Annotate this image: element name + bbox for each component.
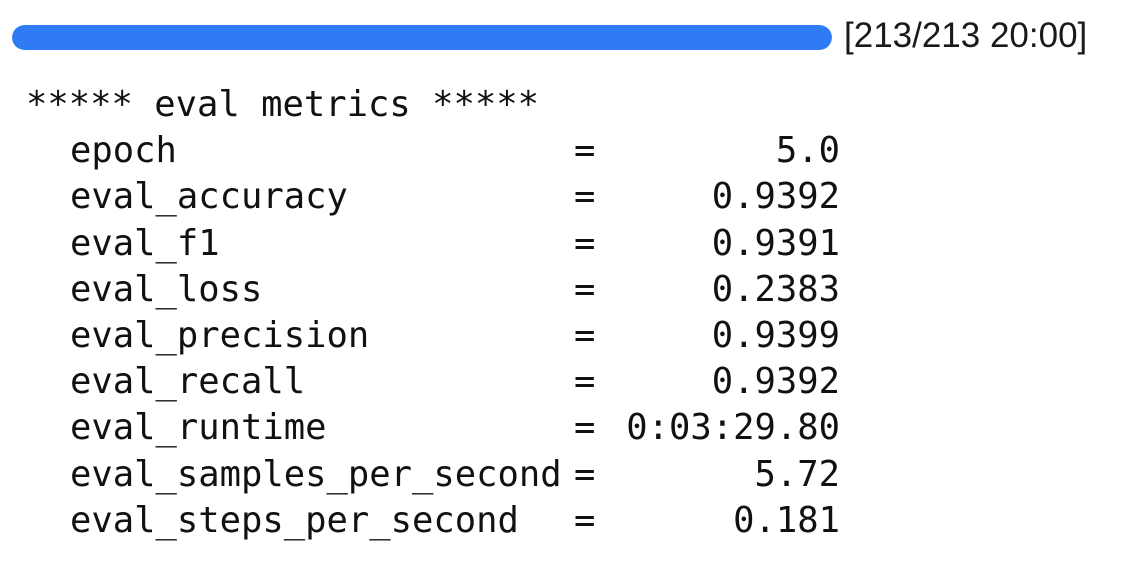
metric-row: eval_samples_per_second = 5.72 (26, 452, 840, 498)
metric-equals: = (574, 176, 596, 218)
metric-value: 0.9392 (711, 361, 840, 403)
metric-name: epoch (70, 130, 177, 172)
metric-row: eval_steps_per_second = 0.181 (26, 498, 840, 544)
metric-row: epoch = 5.0 (26, 128, 840, 174)
metric-value: 0.9399 (711, 315, 840, 357)
metric-name: eval_f1 (70, 222, 220, 264)
metric-row: eval_f1 = 0.9391 (26, 221, 840, 267)
metric-name: eval_samples_per_second (70, 453, 562, 495)
metric-value: 0.181 (733, 499, 840, 541)
metric-name: eval_loss (70, 268, 263, 310)
metric-value: 5.0 (775, 130, 840, 172)
metric-value: 0.9391 (711, 222, 840, 264)
metric-value: 5.72 (754, 453, 841, 495)
metric-row: eval_precision = 0.9399 (26, 313, 840, 359)
progress-bar (12, 25, 832, 50)
metric-row: eval_recall = 0.9392 (26, 359, 840, 405)
progress-status-text: [213/213 20:00] (844, 16, 1088, 55)
metric-equals: = (574, 222, 596, 264)
metric-equals: = (574, 361, 596, 403)
metric-value: 0.9392 (711, 176, 840, 218)
metrics-header: ***** eval metrics ***** (26, 84, 539, 125)
metric-equals: = (574, 499, 596, 541)
metric-equals: = (574, 315, 596, 357)
metric-value: 0:03:29.80 (626, 407, 840, 449)
progress-bar-fill (12, 25, 832, 50)
metric-name: eval_precision (70, 315, 370, 357)
metric-equals: = (574, 453, 596, 495)
metric-equals: = (574, 407, 596, 449)
metric-equals: = (574, 130, 596, 172)
eval-metrics-output: ***** eval metrics ***** epoch = 5.0 eva… (26, 82, 840, 544)
metric-row: eval_runtime = 0:03:29.80 (26, 405, 840, 451)
metric-row: eval_accuracy = 0.9392 (26, 174, 840, 220)
metric-value: 0.2383 (711, 268, 840, 310)
metric-name: eval_accuracy (70, 176, 348, 218)
metric-name: eval_recall (70, 361, 306, 403)
metric-equals: = (574, 268, 596, 310)
metric-name: eval_runtime (70, 407, 327, 449)
progress-row: [213/213 20:00] (12, 14, 1122, 58)
metric-row: eval_loss = 0.2383 (26, 267, 840, 313)
metric-name: eval_steps_per_second (70, 499, 519, 541)
